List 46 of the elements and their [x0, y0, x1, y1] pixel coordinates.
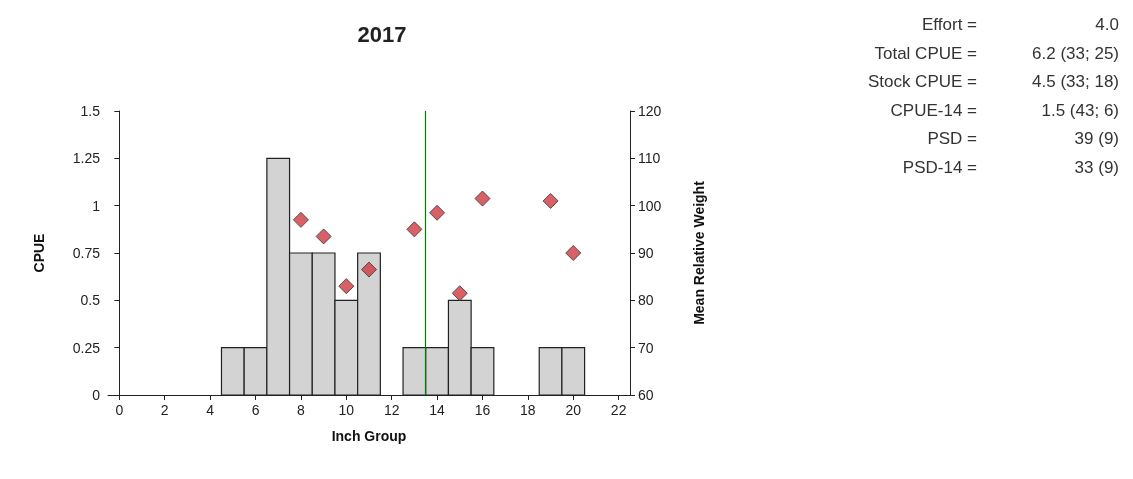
- y2-tick-label: 80: [638, 292, 654, 309]
- text: PSD-14 = 33 (9): [902, 157, 1120, 177]
- y-tick-label: 0.5: [80, 292, 101, 309]
- y2-tick-label: 100: [638, 197, 662, 214]
- x-tick-label: 8: [297, 402, 306, 418]
- point: [474, 190, 491, 207]
- y2-tick-label: 120: [638, 103, 662, 119]
- point: [429, 204, 446, 221]
- text: PSD = 39 (9): [927, 129, 1120, 148]
- x-tick-label: 6: [251, 402, 260, 418]
- text: CPUE-14 = 1.5 (43; 6): [890, 100, 1120, 120]
- y-tick-label: 0.75: [72, 245, 101, 261]
- y2-axis-title: Mean Relative Weight: [691, 180, 707, 325]
- x-tick-label: 12: [383, 402, 400, 418]
- text: Effort = 4.0: [922, 15, 1120, 34]
- point: [406, 221, 423, 238]
- point: [565, 245, 582, 261]
- x-tick-label: 16: [474, 402, 491, 418]
- x-tick-label: 10: [338, 402, 355, 418]
- y2-tick-label: 110: [638, 150, 661, 167]
- x-tick-label: 2: [160, 402, 169, 418]
- y-tick-label: 0.25: [72, 339, 101, 356]
- y2-tick-label: 70: [638, 339, 654, 356]
- y2-tick-label: 90: [638, 245, 654, 261]
- y2-tick-label: 60: [638, 387, 654, 403]
- x-tick-label: 0: [115, 402, 124, 418]
- point: [542, 192, 559, 209]
- point: [361, 261, 377, 278]
- x-tick-label: 14: [429, 402, 446, 418]
- y-tick-label: 0: [92, 387, 101, 403]
- point: [315, 228, 332, 245]
- y-tick-label: 1: [92, 197, 101, 214]
- x-tick-label: 20: [565, 402, 582, 418]
- point: [451, 285, 468, 302]
- y-tick-label: 1.5: [80, 103, 101, 119]
- y-tick-label: 1.25: [72, 150, 101, 167]
- text: Total CPUE = 6.2 (33; 25): [874, 43, 1120, 63]
- y-axis-title: CPUE: [31, 233, 47, 273]
- x-tick-label: 4: [206, 402, 215, 418]
- x-axis-title: Inch Group: [331, 428, 407, 444]
- chart-title: 2017: [357, 21, 407, 47]
- point: [292, 211, 309, 228]
- x-tick-label: 22: [610, 402, 627, 418]
- x-tick-label: 18: [520, 402, 536, 418]
- point: [338, 278, 355, 295]
- text: Stock CPUE = 4.5 (33; 18): [867, 72, 1120, 91]
